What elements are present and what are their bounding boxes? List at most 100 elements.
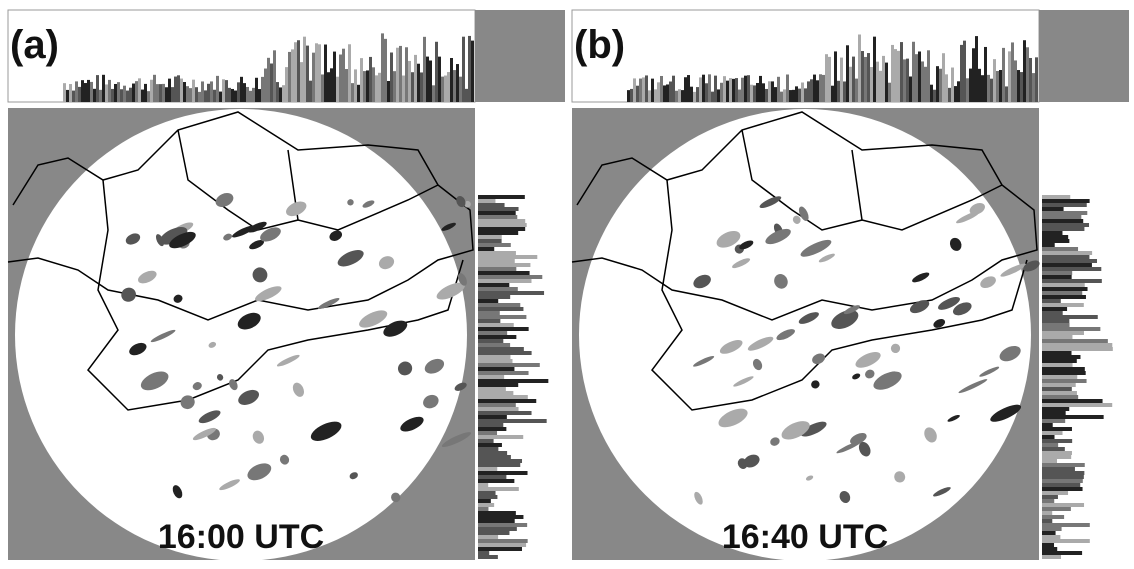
side-profile-bar (1042, 395, 1079, 399)
echo (169, 231, 196, 249)
top-profile-bar (294, 42, 297, 102)
echo (247, 221, 267, 233)
top-profile-bar (633, 78, 636, 102)
side-profile-bar (478, 335, 517, 339)
top-profile-bar (969, 68, 972, 102)
top-profile-bar (1029, 57, 1032, 102)
echo (843, 305, 861, 315)
side-profile-bar (1042, 207, 1064, 211)
echo (219, 479, 240, 491)
top-profile-bar (930, 84, 933, 102)
side-profile-bar (478, 195, 525, 199)
top-profile-bar (129, 87, 132, 102)
echo (947, 414, 960, 422)
side-profile-bar (1042, 199, 1090, 203)
top-profile-bar (1014, 60, 1017, 102)
top-profile-bar (291, 49, 294, 102)
side-profile-bar (1042, 415, 1104, 419)
side-profile-bar (478, 215, 518, 219)
side-profile-bar (1042, 531, 1056, 535)
side-profile-bar (1042, 355, 1081, 359)
top-profile-bar (789, 90, 792, 102)
echo (276, 354, 300, 367)
top-profile-bar (702, 74, 705, 102)
top-profile-bar (450, 57, 453, 102)
top-profile-bar (369, 56, 372, 102)
echo (255, 286, 282, 302)
top-profile-bar (297, 40, 300, 102)
side-profile-bar (478, 547, 522, 551)
top-profile-bar (78, 86, 81, 102)
echo (969, 203, 985, 215)
side-profile-bar (478, 435, 524, 439)
top-profile-bar (660, 75, 663, 102)
top-profile-bar (885, 62, 888, 102)
top-profile-bar (912, 41, 915, 102)
top-profile-bar (300, 62, 303, 102)
top-profile-bar (705, 83, 708, 102)
echo (423, 394, 439, 409)
top-profile-bar (285, 67, 288, 102)
top-profile-bar (684, 77, 687, 102)
top-profile-bar (990, 78, 993, 102)
echo (933, 487, 951, 497)
top-profile-bar (894, 49, 897, 102)
echo (464, 200, 471, 208)
echo (958, 379, 988, 394)
side-profile-bar (1042, 543, 1055, 547)
echo (805, 475, 814, 481)
side-profile-bar (1042, 547, 1058, 551)
top-profile-bar (825, 54, 828, 102)
side-profile-bar (478, 247, 495, 251)
top-profile-bar (1020, 72, 1023, 102)
top-profile-bar (1026, 47, 1029, 102)
side-profile-bar (478, 463, 521, 467)
top-profile-bar (138, 78, 141, 102)
side-profile-bar (478, 451, 508, 455)
side-profile-bar (478, 267, 517, 271)
side-profile-bar (1042, 235, 1069, 239)
top-profile-bar (657, 82, 660, 102)
top-profile-bar (1035, 57, 1038, 102)
echo (839, 490, 851, 504)
top-profile-bar (735, 78, 738, 102)
echo (349, 472, 358, 480)
side-profile-bar (1042, 507, 1071, 511)
side-profile-bar (478, 259, 515, 263)
top-profile-bar (411, 72, 414, 102)
top-profile-bar (999, 69, 1002, 102)
top-profile-bar (387, 80, 390, 102)
top-profile-bar (156, 84, 159, 102)
top-profile-bar (225, 80, 228, 102)
side-profile-bar (1042, 211, 1088, 215)
echo (172, 485, 183, 499)
top-profile-bar (327, 72, 330, 102)
echo (990, 404, 1022, 422)
side-profile-bar (478, 359, 513, 363)
top-profile-bar (258, 89, 261, 102)
side-profile-bar (478, 395, 528, 399)
echo (180, 395, 195, 410)
top-profile-bar (189, 88, 192, 102)
side-profile-bar (1042, 455, 1072, 459)
echo (337, 250, 364, 267)
top-profile-bar (420, 72, 423, 102)
top-profile-bar (123, 85, 126, 102)
echo (347, 199, 354, 206)
top-profile-bar (159, 84, 162, 102)
side-profile-bar (478, 487, 519, 491)
side-profile-bar (1042, 387, 1072, 391)
top-profile-bar (249, 90, 252, 102)
top-profile-bar (915, 54, 918, 102)
echo (140, 371, 169, 391)
top-profile-bar (207, 83, 210, 102)
side-profile-bar (1042, 351, 1072, 355)
top-profile-bar (339, 54, 342, 102)
top-profile-bar (195, 87, 198, 102)
side-profile-bar (1042, 463, 1085, 467)
top-profile-bar (162, 83, 165, 102)
echo (781, 421, 810, 440)
side-profile-bar (1042, 439, 1073, 443)
side-profile-bar (478, 275, 543, 279)
side-profile-bar (478, 239, 502, 243)
